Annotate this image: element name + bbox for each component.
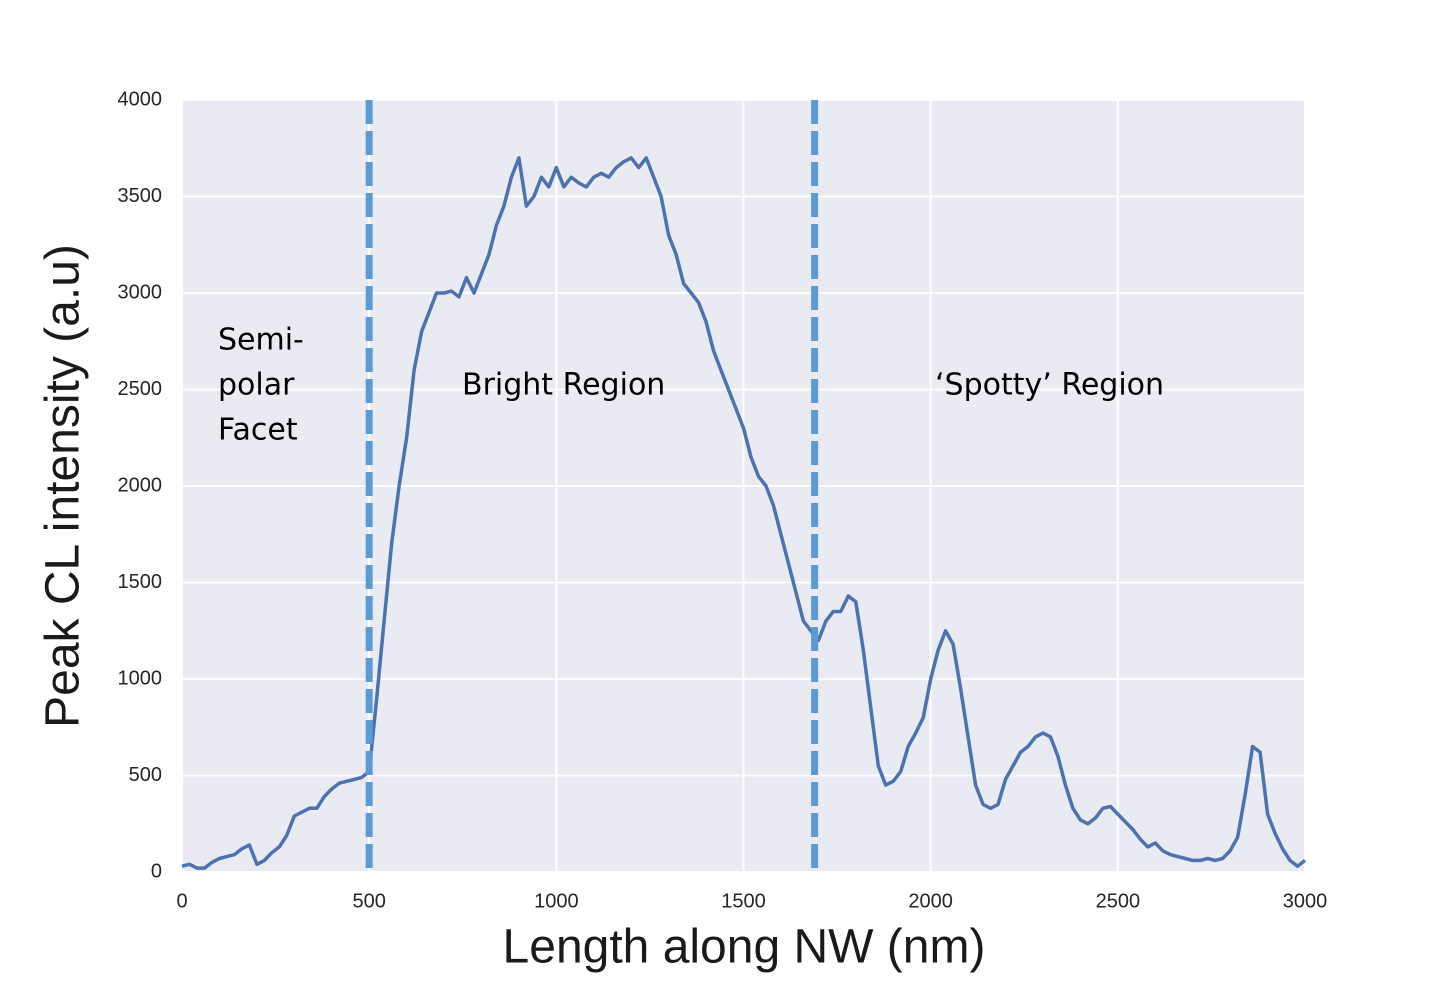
x-tick-label: 3000 bbox=[1283, 890, 1328, 912]
x-axis-label: Length along NW (nm) bbox=[503, 921, 986, 974]
y-tick-label: 500 bbox=[129, 764, 162, 786]
region-label: polar bbox=[218, 368, 295, 403]
x-tick-label: 1500 bbox=[721, 890, 766, 912]
y-tick-label: 2500 bbox=[118, 378, 163, 400]
y-tick-label: 2000 bbox=[118, 474, 163, 496]
region-label: Bright Region bbox=[462, 368, 665, 403]
region-label: Facet bbox=[218, 413, 298, 448]
y-axis-label: Peak CL intensity (a.u) bbox=[37, 244, 90, 728]
x-tick-label: 500 bbox=[352, 890, 385, 912]
x-tick-label: 1000 bbox=[534, 890, 579, 912]
y-tick-label: 3000 bbox=[118, 281, 163, 303]
x-tick-label: 2000 bbox=[908, 890, 953, 912]
y-tick-label: 3500 bbox=[118, 185, 163, 207]
x-tick-label: 2500 bbox=[1096, 890, 1141, 912]
y-tick-label: 1000 bbox=[118, 667, 163, 689]
region-label: ‘Spotty’ Region bbox=[935, 368, 1164, 403]
region-label: Semi- bbox=[218, 323, 304, 358]
y-tick-label: 1500 bbox=[118, 571, 163, 593]
y-tick-label: 4000 bbox=[118, 88, 163, 110]
y-tick-label: 0 bbox=[151, 860, 162, 882]
x-tick-label: 0 bbox=[176, 890, 187, 912]
